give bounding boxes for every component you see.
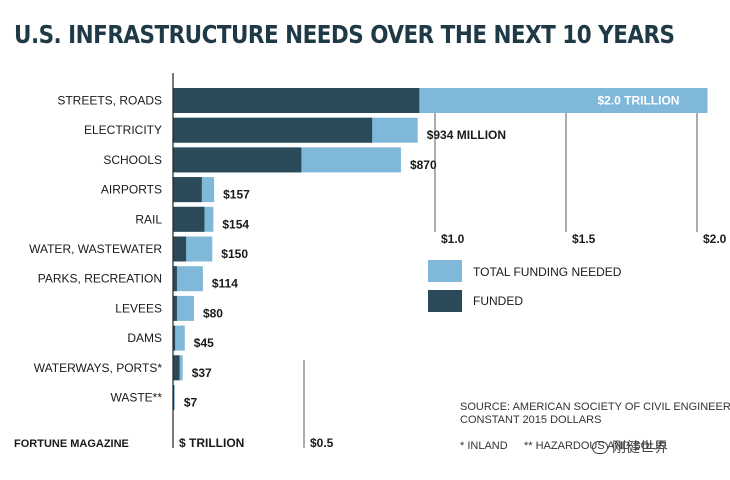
bar-needed bbox=[173, 295, 194, 321]
source-line-2: CONSTANT 2015 DOLLARS bbox=[460, 414, 602, 426]
source-note: SOURCE: AMERICAN SOCIETY OF CIVIL ENGINE… bbox=[460, 401, 730, 427]
data-label: $934 MILLION bbox=[427, 128, 506, 142]
category-label: STREETS, ROADS bbox=[57, 94, 162, 108]
category-label: PARKS, RECREATION bbox=[38, 272, 162, 286]
source-line-1: SOURCE: AMERICAN SOCIETY OF CIVIL ENGINE… bbox=[460, 401, 730, 413]
bar-funded bbox=[173, 117, 373, 143]
category-label: ELECTRICITY bbox=[84, 123, 162, 137]
bar-funded bbox=[173, 355, 180, 381]
legend-label-needed: TOTAL FUNDING NEEDED bbox=[473, 265, 622, 279]
data-label: $870 bbox=[410, 158, 437, 172]
category-label: WASTE** bbox=[110, 391, 162, 405]
category-label: WATER, WASTEWATER bbox=[29, 242, 162, 256]
legend-swatch-needed bbox=[428, 260, 462, 282]
bar-needed bbox=[173, 266, 203, 292]
bar-funded bbox=[173, 147, 302, 173]
category-label: SCHOOLS bbox=[103, 153, 162, 167]
data-label: $114 bbox=[212, 277, 238, 291]
tick-label: $2.0 bbox=[703, 232, 727, 246]
category-label: LEVEES bbox=[115, 301, 162, 315]
tick-label: $1.5 bbox=[572, 232, 596, 246]
data-label: $150 bbox=[221, 247, 248, 261]
data-label: $157 bbox=[223, 188, 250, 202]
data-label: $2.0 TRILLION bbox=[597, 94, 679, 108]
category-label: RAIL bbox=[135, 212, 162, 226]
data-label: $45 bbox=[194, 336, 214, 350]
bar-funded bbox=[173, 266, 177, 292]
bar-funded bbox=[173, 177, 202, 203]
legend-label-funded: FUNDED bbox=[473, 294, 523, 308]
chart-title: U.S. INFRASTRUCTURE NEEDS OVER THE NEXT … bbox=[14, 20, 675, 49]
tick-label: $0.5 bbox=[310, 436, 334, 450]
data-label: $80 bbox=[203, 306, 223, 320]
chat-bubble-icon bbox=[592, 440, 608, 454]
category-label: AIRPORTS bbox=[101, 183, 162, 197]
tick-label: $1.0 bbox=[441, 232, 465, 246]
brand-credit: FORTUNE MAGAZINE bbox=[14, 438, 129, 450]
data-label: $7 bbox=[184, 396, 198, 410]
category-label: DAMS bbox=[127, 331, 162, 345]
legend-swatch-funded bbox=[428, 290, 462, 312]
watermark-text: 刚健世界 bbox=[612, 439, 668, 455]
axis-unit-label: $ TRILLION bbox=[179, 436, 244, 450]
watermark: 刚健世界 bbox=[592, 437, 668, 457]
category-label: WATERWAYS, PORTS* bbox=[34, 361, 163, 375]
bar-funded bbox=[173, 325, 176, 351]
bar-funded bbox=[173, 88, 420, 113]
footnote-inland: * INLAND bbox=[460, 440, 508, 452]
data-label: $154 bbox=[222, 217, 249, 231]
bar-needed bbox=[173, 325, 185, 351]
data-label: $37 bbox=[192, 366, 212, 380]
bar-funded bbox=[173, 236, 187, 262]
bar-funded bbox=[173, 295, 177, 321]
bar-funded bbox=[173, 206, 205, 232]
